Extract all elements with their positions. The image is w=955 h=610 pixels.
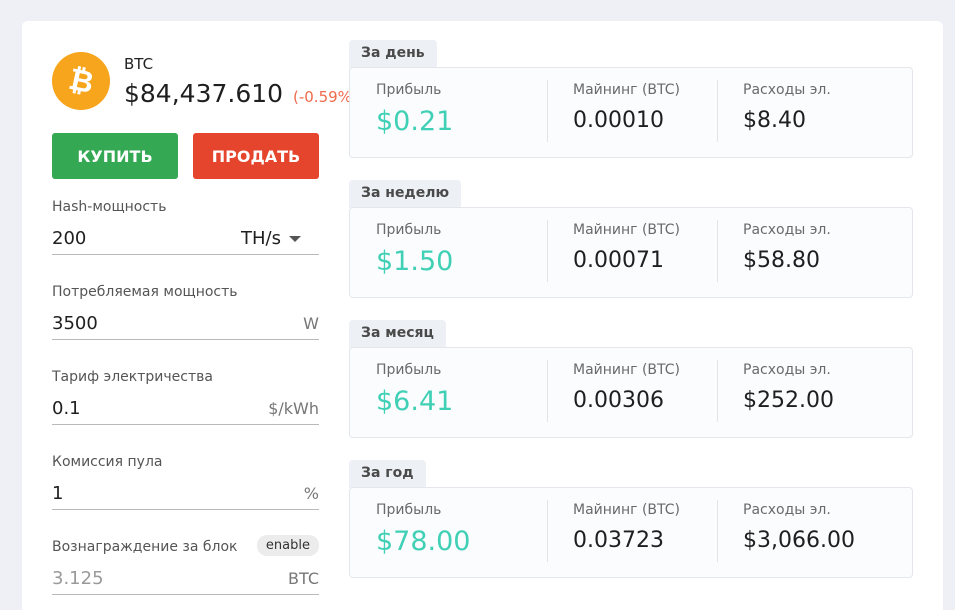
block-reward-unit: BTC [288,569,319,588]
period-tab: За месяц [349,320,446,348]
pool-fee-field: Комиссия пула % [52,454,319,510]
cost-stat: Расходы эл. $3,066.00 [743,502,855,553]
profit-stat: Прибыль $78.00 [376,502,470,557]
pool-fee-row: % [52,478,319,510]
mining-stat: Майнинг (BTC) 0.00306 [573,362,680,413]
sell-button[interactable]: ПРОДАТЬ [193,133,319,179]
profit-label: Прибыль [376,82,442,98]
power-field: Потребляемая мощность W [52,284,319,340]
power-unit: W [303,314,319,333]
cost-stat: Расходы эл. $252.00 [743,362,834,413]
period-stats: Прибыль $0.21 Майнинг (BTC) 0.00010 Расх… [349,67,913,158]
buy-button[interactable]: КУПИТЬ [52,133,178,179]
hashrate-label: Hash-мощность [52,199,167,215]
block-reward-input [52,568,202,589]
divider [547,500,548,562]
block-reward-field: Вознаграждение за блок enable BTC [52,535,319,595]
coin-symbol: BTC [124,55,154,73]
block-reward-row: BTC [52,563,319,595]
profit-label: Прибыль [376,362,442,378]
period-stats: Прибыль $1.50 Майнинг (BTC) 0.00071 Расх… [349,207,913,298]
caret-down-icon [289,235,301,242]
tariff-unit: $/kWh [268,399,319,418]
divider [547,360,548,422]
power-label: Потребляемая мощность [52,284,238,300]
period-tab: За год [349,460,426,488]
divider [717,220,718,282]
profit-value: $1.50 [376,246,454,277]
bitcoin-icon: ₿ [52,52,110,110]
profit-label: Прибыль [376,502,442,518]
hashrate-row: TH/s [52,223,319,255]
hashrate-unit-select[interactable]: TH/s [241,228,301,249]
power-row: W [52,308,319,340]
mining-stat: Майнинг (BTC) 0.00071 [573,222,680,273]
pool-fee-label: Комиссия пула [52,454,163,470]
cost-stat: Расходы эл. $58.80 [743,222,831,273]
mining-label: Майнинг (BTC) [573,362,681,378]
cost-stat: Расходы эл. $8.40 [743,82,831,133]
tariff-input[interactable] [52,398,202,419]
cost-value: $3,066.00 [743,528,855,553]
profit-value: $78.00 [376,526,471,557]
tariff-label: Тариф электричества [52,369,213,385]
cost-value: $8.40 [743,108,806,133]
mining-value: 0.00010 [573,108,664,133]
profit-stat: Прибыль $6.41 [376,362,453,417]
block-reward-label: Вознаграждение за блок [52,539,238,555]
cost-label: Расходы эл. [743,502,831,518]
cost-label: Расходы эл. [743,82,831,98]
profit-value: $6.41 [376,386,454,417]
coin-price-row: $84,437.610 (-0.59%) [124,79,358,108]
pool-fee-unit: % [303,484,319,503]
hashrate-field: Hash-мощность TH/s [52,199,319,255]
divider [717,80,718,142]
period-day: За день Прибыль $0.21 Майнинг (BTC) 0.00… [349,40,913,158]
mining-value: 0.00306 [573,388,664,413]
mining-value: 0.03723 [573,528,664,553]
cost-value: $252.00 [743,388,834,413]
tariff-field: Тариф электричества $/kWh [52,369,319,425]
mining-label: Майнинг (BTC) [573,502,681,518]
divider [717,360,718,422]
mining-stat: Майнинг (BTC) 0.03723 [573,502,680,553]
profit-label: Прибыль [376,222,442,238]
profit-value: $0.21 [376,106,454,137]
period-tab: За неделю [349,180,462,208]
cost-value: $58.80 [743,248,820,273]
period-stats: Прибыль $6.41 Майнинг (BTC) 0.00306 Расх… [349,347,913,438]
mining-stat: Майнинг (BTC) 0.00010 [573,82,680,133]
period-year: За год Прибыль $78.00 Майнинг (BTC) 0.03… [349,460,913,578]
cost-label: Расходы эл. [743,222,831,238]
divider [717,500,718,562]
profit-stat: Прибыль $0.21 [376,82,453,137]
mining-value: 0.00071 [573,248,664,273]
divider [547,220,548,282]
cost-label: Расходы эл. [743,362,831,378]
hashrate-unit-label: TH/s [241,228,281,249]
mining-label: Майнинг (BTC) [573,82,681,98]
period-month: За месяц Прибыль $6.41 Майнинг (BTC) 0.0… [349,320,913,438]
profit-stat: Прибыль $1.50 [376,222,453,277]
divider [547,80,548,142]
pool-fee-input[interactable] [52,483,202,504]
tariff-row: $/kWh [52,393,319,425]
period-week: За неделю Прибыль $1.50 Майнинг (BTC) 0.… [349,180,913,298]
power-input[interactable] [52,313,202,334]
period-stats: Прибыль $78.00 Майнинг (BTC) 0.03723 Рас… [349,487,913,578]
mining-label: Майнинг (BTC) [573,222,681,238]
hashrate-input[interactable] [52,228,202,249]
period-tab: За день [349,40,437,68]
enable-toggle[interactable]: enable [256,535,319,556]
coin-price: $84,437.610 [124,79,284,108]
coin-price-change: (-0.59%) [293,88,358,106]
